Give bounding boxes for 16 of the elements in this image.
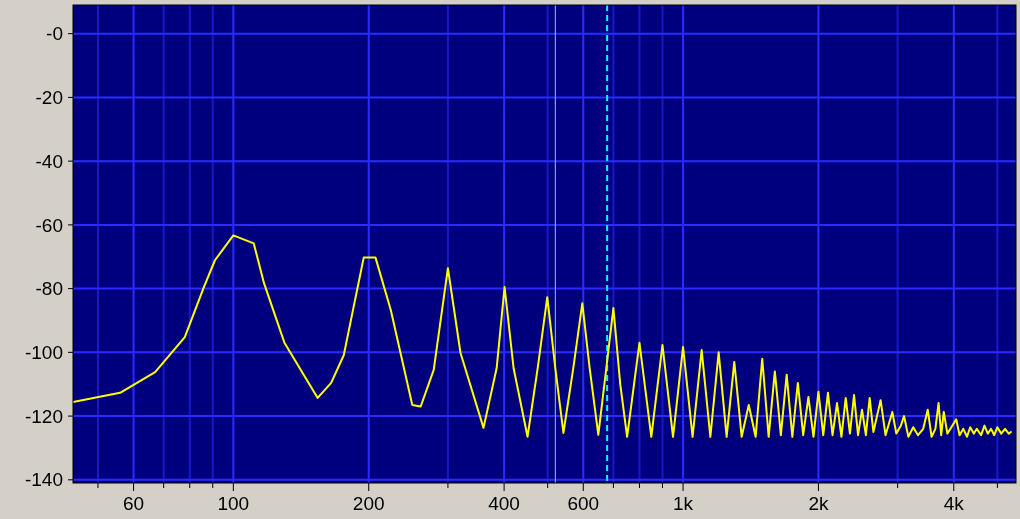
x-tick-label: 2k xyxy=(808,493,829,514)
y-tick-label: -80 xyxy=(35,278,63,300)
x-tick-label: 4k xyxy=(943,493,965,514)
y-tick-label: -60 xyxy=(35,214,63,236)
x-tick-label: 100 xyxy=(217,493,250,514)
y-tick-label: -100 xyxy=(24,342,63,363)
x-tick-label: 400 xyxy=(488,493,520,514)
x-tick-label: 60 xyxy=(123,493,145,514)
x-tick-label: 1k xyxy=(673,493,694,514)
x-tick-label: 600 xyxy=(567,493,600,514)
y-tick-label: -140 xyxy=(24,469,63,491)
y-tick-label: -120 xyxy=(24,405,63,427)
y-tick-label: -20 xyxy=(35,87,63,109)
y-tick-label: -40 xyxy=(35,150,63,172)
y-tick-label: -0 xyxy=(46,23,63,45)
x-tick-label: 200 xyxy=(352,493,385,514)
